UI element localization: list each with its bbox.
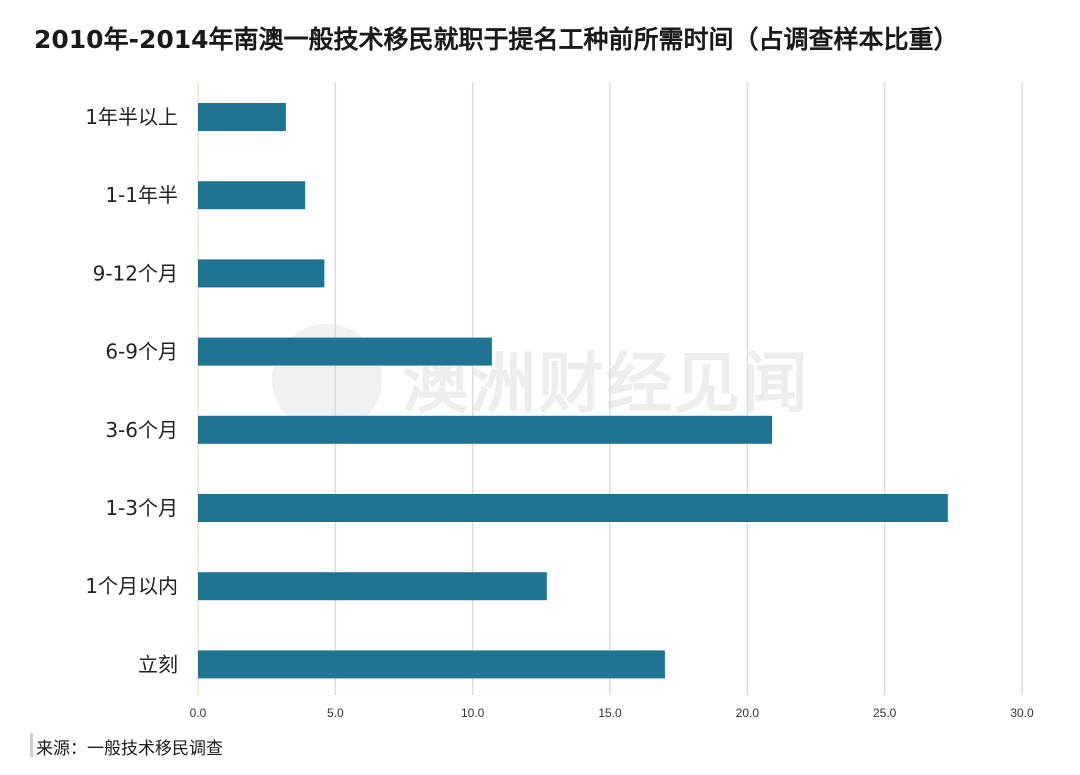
chart-source: 来源：一般技术移民调查 — [36, 739, 223, 759]
bar — [198, 337, 492, 366]
x-tick-label: 25.0 — [873, 706, 897, 720]
category-label: 3-6个月 — [105, 418, 178, 442]
bar — [198, 650, 665, 679]
source-accent — [30, 733, 33, 757]
bar — [198, 181, 306, 210]
x-tick-label: 30.0 — [1010, 706, 1034, 720]
x-tick-label: 10.0 — [461, 706, 485, 720]
category-label: 1-1年半 — [105, 183, 178, 207]
title-accent — [30, 24, 34, 54]
bar — [198, 259, 325, 288]
x-tick-label: 5.0 — [327, 706, 344, 720]
x-tick-label: 15.0 — [598, 706, 622, 720]
category-label: 6-9个月 — [105, 340, 178, 364]
x-tick-label: 0.0 — [190, 706, 207, 720]
category-label: 1个月以内 — [85, 574, 178, 598]
x-tick-label: 20.0 — [736, 706, 760, 720]
category-label: 9-12个月 — [93, 261, 178, 285]
bar — [198, 572, 547, 601]
bar — [198, 494, 948, 522]
category-label: 1年半以上 — [85, 105, 178, 129]
bar — [198, 415, 773, 444]
category-label: 立刻 — [138, 652, 178, 676]
category-label: 1-3个月 — [105, 496, 178, 520]
bar — [198, 103, 286, 131]
chart-title: 2010年-2014年南澳一般技术移民就职于提名工种前所需时间（占调查样本比重） — [34, 25, 959, 54]
